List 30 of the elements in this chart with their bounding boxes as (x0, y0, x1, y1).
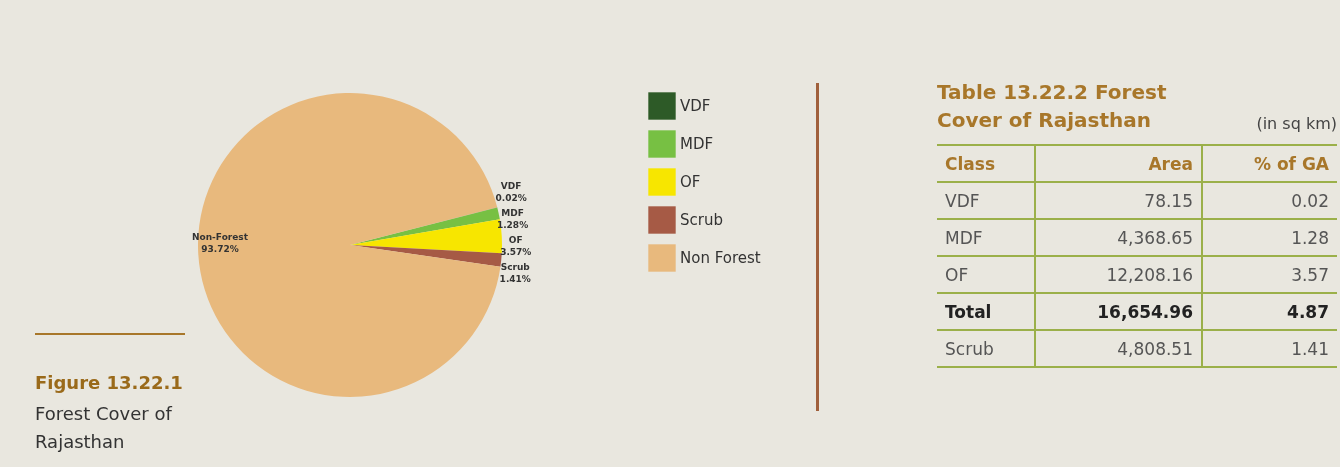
legend-label: MDF (680, 135, 714, 153)
text: 4,808.51 (1035, 330, 1202, 367)
text: Total (937, 293, 1036, 330)
legend-label: Non Forest (680, 249, 761, 267)
text: Scrub (937, 330, 1036, 367)
text: 1.41 (1201, 330, 1337, 367)
data-label: VDF 0.02% (495, 180, 527, 203)
text: (in sq km) (1256, 114, 1337, 133)
text: 3.57 (1201, 256, 1337, 293)
text: 12,208.16 (1035, 256, 1202, 293)
text: Table 13.22.2 Forest Cover of Rajasthan (937, 79, 1168, 134)
text: OF (937, 256, 1036, 293)
legend-label: OF (680, 173, 701, 191)
text: 4,368.65 (1035, 219, 1202, 256)
text: MDF (937, 219, 1036, 256)
data-label: Non-Forest 93.72% (191, 232, 249, 254)
legend-label: VDF (680, 97, 711, 115)
text: Forest Cover of Rajasthan (35, 402, 174, 454)
data-label: Scrub 1.41% (499, 261, 531, 284)
text: 4.87 (1201, 293, 1337, 330)
text: VDF (937, 182, 1036, 219)
text: 16,654.96 (1035, 293, 1202, 330)
text: Area (1035, 145, 1202, 182)
text: % of GA (1201, 145, 1337, 182)
text: 0.02 (1201, 182, 1337, 219)
legend-label: Scrub (680, 211, 723, 229)
text: Figure 13.22.1 (35, 372, 183, 393)
text: Class (937, 145, 1036, 182)
text: 78.15 (1035, 182, 1202, 219)
text: 1.28 (1201, 219, 1337, 256)
